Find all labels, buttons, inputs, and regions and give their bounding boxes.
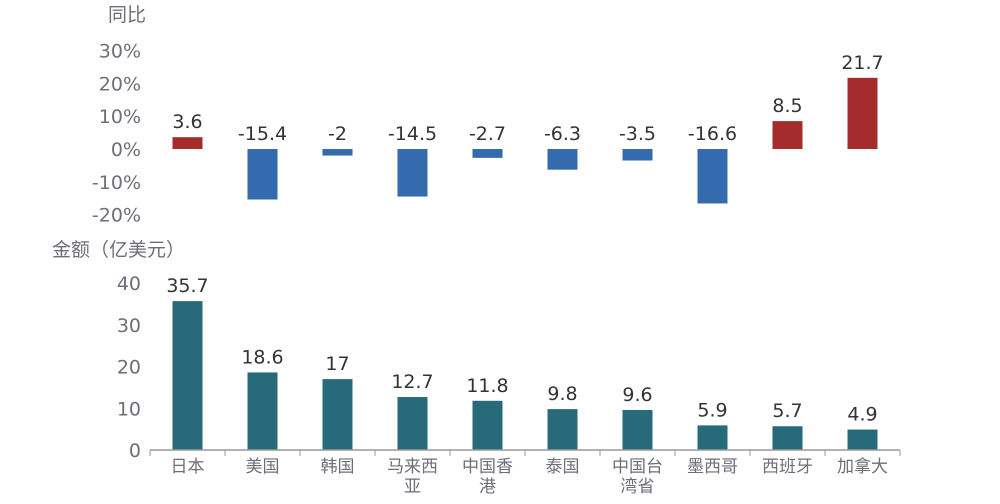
amount-data-label: 5.7 (772, 400, 802, 422)
x-category-label: 湾省 (621, 477, 655, 497)
x-category-label: 港 (479, 477, 496, 497)
yoy-bar (697, 149, 728, 204)
y-tick-label: 10% (99, 106, 141, 128)
amount-data-label: 11.8 (466, 375, 508, 397)
x-category-label: 加拿大 (837, 456, 888, 477)
yoy-bar (322, 149, 353, 156)
yoy-data-label: -3.5 (619, 123, 656, 145)
x-category-label: 中国台 (612, 457, 663, 477)
amount-y-axis: 40 30 20 10 0 (117, 273, 141, 462)
y-tick-label: 0% (111, 139, 141, 161)
yoy-bar (472, 149, 503, 158)
yoy-bars: 3.6 -15.4 -2 -14.5 -2.7 -6.3 -3.5 -16.6 8.5 21.7 (172, 52, 884, 204)
yoy-bar (172, 137, 203, 149)
x-category-label: 韩国 (321, 457, 355, 477)
yoy-y-axis: 30% 20% 10% 0% -10% -20% (92, 41, 141, 227)
yoy-bar (547, 149, 578, 170)
yoy-bar (772, 121, 803, 149)
x-category-label: 日本 (171, 457, 205, 477)
y-tick-label: 20% (99, 73, 141, 95)
yoy-bar (397, 149, 428, 197)
yoy-axis-title: 同比 (108, 4, 146, 26)
amount-bar (772, 426, 803, 450)
amount-bar (697, 425, 728, 450)
yoy-data-label: 8.5 (772, 95, 802, 117)
amount-data-label: 12.7 (391, 371, 433, 393)
y-tick-label: 10 (117, 398, 141, 420)
y-tick-label: 0 (129, 440, 141, 462)
yoy-data-label: -14.5 (388, 123, 437, 145)
amount-bar (397, 397, 428, 450)
y-tick-label: 40 (117, 273, 141, 295)
yoy-bar (847, 77, 878, 149)
yoy-bar (622, 149, 653, 161)
yoy-data-label: -15.4 (238, 123, 287, 145)
yoy-bar (247, 149, 278, 200)
amount-bar (322, 379, 353, 450)
amount-bar (622, 409, 653, 450)
amount-data-label: 9.6 (622, 384, 652, 406)
amount-data-label: 9.8 (547, 383, 577, 405)
x-category-label: 泰国 (546, 457, 580, 477)
amount-bar (847, 429, 878, 450)
amount-data-label: 4.9 (847, 404, 877, 426)
amount-data-label: 35.7 (166, 275, 208, 297)
y-tick-label: 30 (117, 315, 141, 337)
yoy-data-label: -6.3 (544, 123, 581, 145)
amount-axis-title: 金额（亿美元） (52, 239, 185, 261)
yoy-data-label: 3.6 (172, 111, 202, 133)
x-category-label: 亚 (404, 477, 421, 497)
x-category-label: 中国香 (462, 457, 513, 477)
x-category-label: 美国 (246, 457, 280, 477)
amount-bars: 35.7 18.6 17 12.7 11.8 9.8 9.6 5.9 5.7 4.9 (166, 275, 878, 450)
x-category-label: 西班牙 (762, 457, 813, 477)
amount-data-label: 5.9 (697, 399, 727, 421)
yoy-data-label: -16.6 (688, 123, 737, 145)
y-tick-label: 20 (117, 357, 141, 379)
yoy-data-label: 21.7 (841, 52, 883, 74)
x-category-label: 墨西哥 (687, 457, 738, 477)
x-category-label: 马来西 (387, 457, 438, 477)
y-tick-label: 30% (99, 41, 141, 63)
amount-bar (247, 372, 278, 450)
amount-data-label: 18.6 (241, 346, 283, 368)
amount-data-label: 17 (325, 353, 349, 375)
y-tick-label: -20% (92, 205, 141, 227)
yoy-data-label: -2.7 (469, 123, 506, 145)
yoy-data-label: -2 (328, 123, 347, 145)
amount-bar (472, 400, 503, 450)
amount-bar (172, 301, 203, 450)
y-tick-label: -10% (92, 172, 141, 194)
amount-bar (547, 409, 578, 450)
